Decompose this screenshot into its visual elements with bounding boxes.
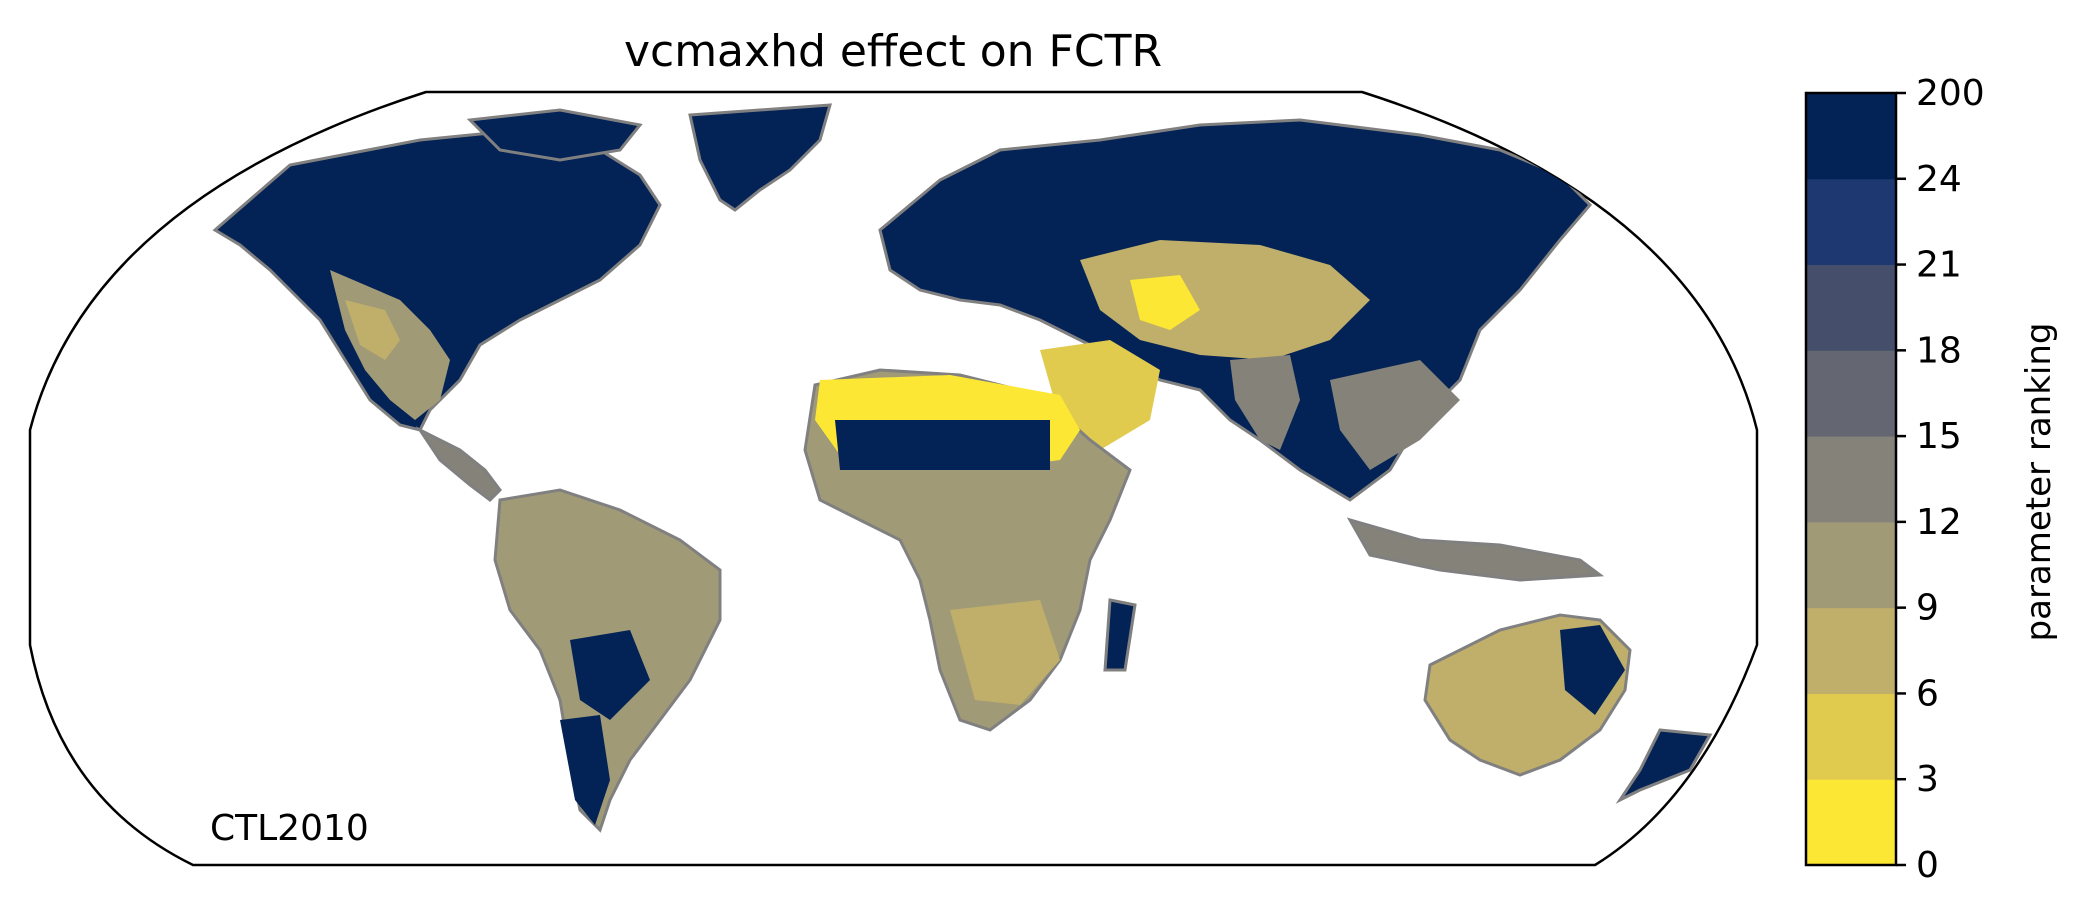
colorbar-tick-label: 24 xyxy=(1916,159,1962,200)
southeast-asia-patch xyxy=(1330,360,1460,470)
australia-east-patch xyxy=(1560,625,1625,715)
indonesia-islands xyxy=(1346,517,1605,582)
colorbar-label: parameter ranking xyxy=(2019,323,2059,642)
colorbar-tick-label: 6 xyxy=(1916,673,1939,714)
colorbar-swatch xyxy=(1806,436,1896,523)
south-asia-patch xyxy=(1230,355,1300,450)
colorbar-swatch xyxy=(1806,264,1896,351)
colorbar-tick-label: 9 xyxy=(1916,588,1939,629)
colorbar: 0 3 6 9 12 15 18 21 24 200 xyxy=(1804,73,1985,886)
southern-africa-patch xyxy=(950,600,1060,705)
map-caption: CTL2010 xyxy=(210,808,369,849)
central-asia-patch xyxy=(1080,240,1370,360)
north-america-desert xyxy=(345,300,400,360)
colorbar-swatch xyxy=(1806,693,1896,780)
colorbar-swatch xyxy=(1806,93,1896,180)
central-america-land xyxy=(415,426,502,502)
new-zealand xyxy=(1615,728,1713,804)
sahara-dark-band xyxy=(835,420,1050,470)
colorbar-tick-label: 15 xyxy=(1916,416,1962,457)
colorbar-tick-label: 0 xyxy=(1916,845,1939,886)
madagascar xyxy=(1103,598,1137,672)
south-america-south xyxy=(560,715,610,825)
colorbar-tick-label: 12 xyxy=(1916,502,1962,543)
map-title: vcmaxhd effect on FCTR xyxy=(624,26,1162,77)
greenland-land xyxy=(688,103,833,212)
colorbar-tick-label: 18 xyxy=(1916,330,1962,371)
colorbar-frame xyxy=(1804,91,1898,867)
colorbar-swatch xyxy=(1806,521,1896,609)
colorbar-tick-label: 21 xyxy=(1916,245,1962,286)
colorbar-swatch xyxy=(1806,350,1896,437)
colorbar-swatch xyxy=(1806,178,1896,266)
south-america-patch xyxy=(570,630,650,720)
himalaya-patch xyxy=(1130,275,1200,330)
colorbar-swatch xyxy=(1806,779,1896,866)
colorbar-tick-label: 3 xyxy=(1916,759,1939,800)
colorbar-tick-label: 200 xyxy=(1916,73,1985,114)
colorbar-swatch xyxy=(1806,607,1896,694)
arctic-islands xyxy=(466,108,643,162)
